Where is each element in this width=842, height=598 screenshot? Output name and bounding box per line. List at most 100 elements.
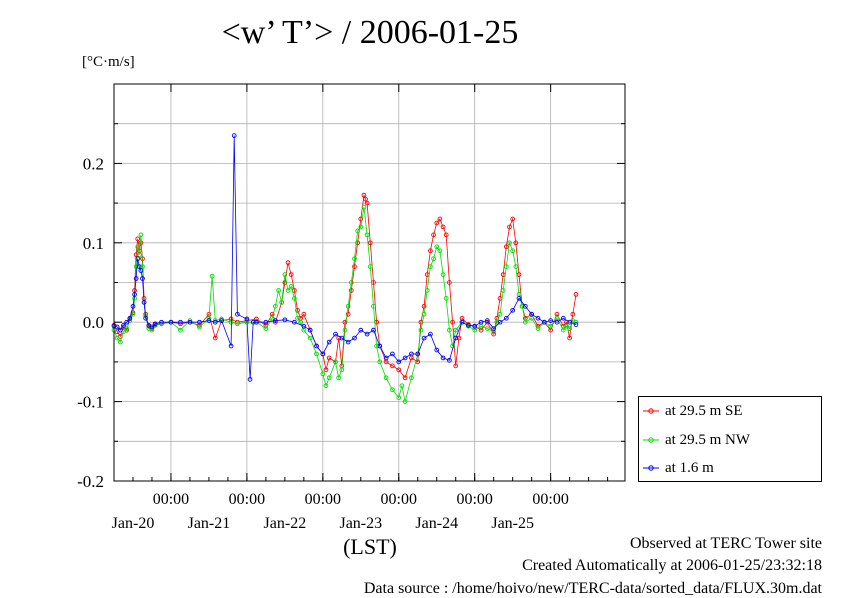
data-point-series-1 (235, 321, 240, 327)
data-point-series-1 (434, 244, 440, 250)
data-point-series-1 (418, 327, 424, 333)
data-point-series-1 (485, 326, 490, 331)
data-point-series-0 (567, 335, 572, 341)
x-tick-label-time: 00:00 (229, 491, 265, 508)
data-point-series-1 (288, 284, 294, 289)
data-point-series-2 (567, 319, 572, 325)
data-point-series-1 (348, 280, 354, 285)
data-point-series-1 (364, 232, 370, 238)
data-point-series-1 (428, 264, 433, 269)
data-point-series-2 (263, 319, 269, 325)
data-point-series-2 (453, 335, 459, 341)
data-point-series-2 (466, 323, 471, 328)
data-point-series-0 (510, 216, 516, 222)
data-point-series-1 (263, 326, 269, 331)
data-point-series-2 (314, 343, 319, 349)
data-point-series-2 (377, 343, 383, 349)
data-point-series-1 (497, 311, 503, 317)
data-point-series-0 (507, 224, 512, 230)
data-point-series-1 (133, 264, 139, 269)
data-point-series-1 (138, 232, 144, 238)
data-point-series-1 (336, 375, 342, 381)
legend-item-nw: at 29.5 m NW (643, 430, 750, 450)
data-point-series-1 (491, 329, 497, 335)
data-point-series-1 (178, 327, 183, 333)
data-point-series-1 (500, 288, 506, 293)
data-point-series-0 (447, 280, 452, 285)
data-point-series-1 (535, 326, 541, 331)
data-point-series-1 (117, 339, 123, 345)
data-point-series-1 (494, 319, 500, 325)
data-point-series-1 (560, 327, 566, 333)
data-point-series-0 (402, 375, 408, 381)
data-point-series-1 (409, 375, 414, 381)
data-point-series-1 (371, 303, 376, 309)
data-point-series-0 (440, 224, 446, 230)
data-point-series-0 (352, 264, 357, 269)
chart-title: <w’ T’> / 2006-01-25 (221, 14, 519, 51)
data-point-series-2 (352, 335, 357, 341)
data-point-series-1 (573, 319, 579, 325)
data-point-series-2 (152, 321, 158, 327)
data-point-series-2 (522, 303, 528, 309)
data-point-series-1 (383, 375, 389, 381)
footer-created: Created Automatically at 2006-01-25/23:3… (522, 557, 822, 574)
data-point-series-1 (447, 327, 452, 333)
data-point-series-2 (428, 331, 433, 337)
data-point-series-1 (507, 240, 512, 246)
data-point-series-1 (367, 264, 373, 269)
data-point-series-2 (390, 351, 395, 357)
data-point-series-0 (453, 363, 459, 369)
data-point-series-1 (548, 323, 553, 329)
data-point-series-1 (437, 248, 443, 254)
data-point-series-2 (187, 319, 193, 325)
data-point-series-2 (371, 327, 376, 333)
data-point-series-2 (326, 339, 332, 345)
data-point-series-0 (570, 311, 576, 317)
data-point-series-1 (424, 288, 430, 293)
data-point-series-0 (443, 232, 449, 238)
data-point-series-1 (503, 264, 509, 269)
data-point-series-2 (548, 318, 553, 323)
y-tick-label: -0.1 (77, 393, 104, 412)
x-axis-label: (LST) (343, 534, 397, 559)
data-point-series-2 (402, 355, 408, 361)
data-point-series-2 (320, 351, 326, 357)
data-point-series-0 (513, 240, 519, 246)
data-point-series-2 (136, 264, 142, 269)
y-tick-label: 0.1 (83, 234, 104, 253)
data-point-series-2 (554, 319, 560, 325)
data-point-series-2 (434, 347, 440, 353)
data-point-series-1 (282, 272, 288, 277)
data-point-series-0 (421, 303, 427, 309)
data-point-series-2 (141, 300, 147, 305)
legend-label-se: at 29.5 m SE (665, 402, 743, 419)
data-point-series-2 (421, 335, 427, 341)
data-point-series-2 (235, 311, 240, 317)
data-point-series-2 (396, 359, 402, 365)
data-point-series-2 (121, 323, 126, 328)
data-point-series-2 (135, 256, 141, 262)
x-tick-label-date: Jan-21 (188, 515, 231, 532)
data-point-series-2 (168, 319, 174, 325)
data-point-series-0 (295, 307, 300, 313)
y-tick-label: 0.2 (83, 154, 104, 173)
data-point-series-1 (399, 383, 405, 389)
data-point-series-0 (431, 232, 436, 238)
data-point-series-0 (428, 248, 433, 254)
data-point-series-0 (285, 260, 291, 265)
data-point-series-2 (503, 315, 509, 321)
data-point-series-1 (269, 315, 275, 321)
data-point-series-1 (352, 256, 357, 262)
data-point-series-2 (127, 315, 133, 321)
data-point-series-2 (212, 319, 218, 325)
legend-label-nw: at 29.5 m NW (665, 431, 750, 448)
data-point-series-2 (447, 357, 452, 363)
data-point-series-2 (132, 292, 137, 297)
data-point-series-2 (358, 327, 364, 333)
data-point-series-2 (497, 319, 503, 325)
data-point-series-1 (443, 296, 449, 301)
data-point-series-1 (320, 371, 326, 377)
data-point-series-2 (117, 327, 123, 333)
data-point-series-0 (456, 335, 462, 341)
